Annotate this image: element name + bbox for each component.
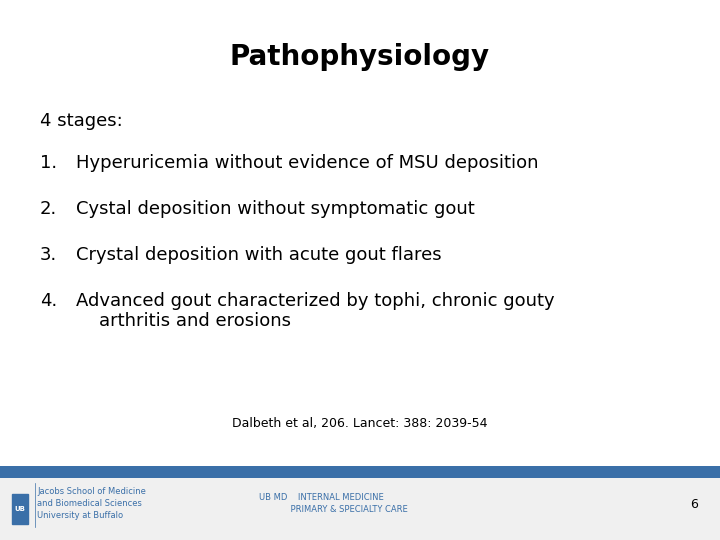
Text: 3.: 3.: [40, 246, 57, 264]
Text: Advanced gout characterized by tophi, chronic gouty
    arthritis and erosions: Advanced gout characterized by tophi, ch…: [76, 292, 554, 330]
Bar: [0, 478, 720, 540]
Text: 1.: 1.: [40, 154, 57, 172]
Text: Dalbeth et al, 206. Lancet: 388: 2039-54: Dalbeth et al, 206. Lancet: 388: 2039-54: [233, 417, 487, 430]
Text: 4 stages:: 4 stages:: [40, 112, 122, 131]
Text: UB MD    INTERNAL MEDICINE
            PRIMARY & SPECIALTY CARE: UB MD INTERNAL MEDICINE PRIMARY & SPECIA…: [259, 493, 408, 514]
Text: Crystal deposition with acute gout flares: Crystal deposition with acute gout flare…: [76, 246, 441, 264]
Text: Jacobs School of Medicine
and Biomedical Sciences
University at Buffalo: Jacobs School of Medicine and Biomedical…: [37, 487, 146, 519]
Text: Hyperuricemia without evidence of MSU deposition: Hyperuricemia without evidence of MSU de…: [76, 154, 538, 172]
Text: 4.: 4.: [40, 292, 57, 309]
Text: 2.: 2.: [40, 200, 57, 218]
Text: UB: UB: [14, 506, 26, 512]
Text: 6: 6: [690, 498, 698, 511]
Text: Pathophysiology: Pathophysiology: [230, 43, 490, 71]
Bar: [12, 494, 28, 524]
Bar: [0, 466, 720, 478]
Text: Cystal deposition without symptomatic gout: Cystal deposition without symptomatic go…: [76, 200, 474, 218]
